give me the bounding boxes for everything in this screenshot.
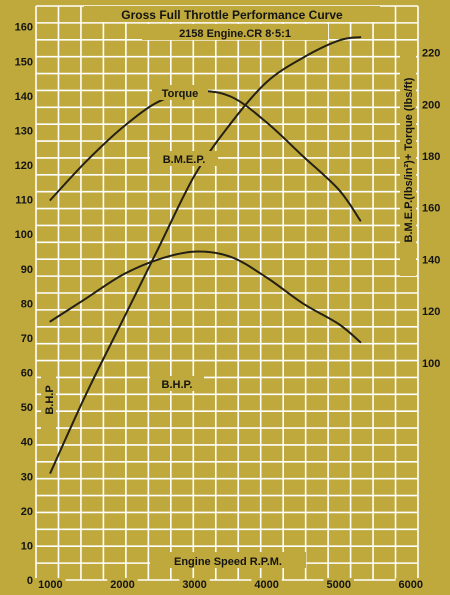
y-left-tick-label-bg: [9, 159, 33, 173]
bmep-label-bg: [150, 151, 218, 166]
x-tick-label: 3000: [182, 579, 206, 590]
title-bg: [84, 6, 380, 22]
x-tick-label: 6000: [399, 579, 423, 590]
x-tick-label: 5000: [326, 579, 350, 590]
y-left-tick-label: 10: [21, 540, 33, 552]
y-left-tick-label: 50: [21, 402, 33, 414]
y-left-tick-label-bg: [15, 470, 34, 484]
y-left-tick-label: 0: [27, 575, 33, 587]
y-right-tick-label: 180: [422, 151, 440, 163]
y-left-tick-label-bg: [22, 574, 33, 587]
y-right-label-bg: [400, 44, 416, 276]
x-tick-label-bg: [107, 578, 138, 591]
tick-labels: 1000 2000 3000 4000 5000 6000 0 10 20 30 40 50 60 70 8…: [9, 20, 446, 591]
y-left-tick-label-bg: [9, 193, 33, 207]
y-left-tick-label-bg: [15, 366, 34, 380]
y-left-tick-label-bg: [9, 20, 33, 34]
y-axis-right-label: B.M.E.P.(lbs/in²)+ Torque (lbs/ft): [403, 77, 415, 242]
y-right-tick-label-bg: [422, 201, 446, 215]
y-left-tick-label-bg: [15, 504, 34, 518]
y-left-tick-label-bg: [9, 124, 33, 138]
y-right-tick-label: 100: [422, 358, 440, 370]
bhp-label-bg: [150, 376, 204, 391]
y-left-tick-label: 140: [15, 91, 33, 103]
x-tick-label-bg: [35, 578, 66, 591]
x-tick-label-bg: [323, 578, 354, 591]
y-left-tick-label: 70: [21, 333, 33, 345]
y-left-tick-label: 110: [15, 195, 33, 207]
y-left-tick-label-bg: [15, 262, 34, 276]
y-right-tick-label: 140: [422, 254, 440, 266]
x-tick-label-bg: [179, 578, 210, 591]
y-right-tick-label-bg: [422, 98, 446, 112]
subtitle-bg: [142, 24, 328, 40]
y-left-tick-label-bg: [9, 89, 33, 103]
x-tick-label: 1000: [38, 579, 62, 590]
y-axis-left-label: B.H.P: [44, 385, 56, 414]
y-left-tick-label-bg: [15, 331, 34, 345]
y-right-tick-label-bg: [422, 46, 446, 60]
y-left-tick-label-bg: [15, 435, 34, 449]
y-right-tick-label-bg: [422, 149, 446, 163]
x-tick-label-bg: [395, 578, 426, 591]
y-left-tick-label: 80: [21, 298, 33, 310]
y-right-tick-label-bg: [422, 305, 446, 319]
x-tick-label: 2000: [110, 579, 134, 590]
y-right-tick-label: 220: [422, 48, 440, 60]
torque-label-bg: [152, 85, 208, 100]
y-left-tick-label-bg: [9, 55, 33, 69]
y-right-tick-label: 200: [422, 99, 440, 111]
y-left-tick-label: 150: [15, 56, 33, 68]
x-tick-label-bg: [251, 578, 282, 591]
bmep-line: [49, 250, 362, 344]
y-left-tick-label-bg: [15, 401, 34, 415]
y-right-tick-label-bg: [422, 356, 446, 370]
y-left-tick-label: 60: [21, 368, 33, 380]
x-axis-label-bg: [150, 552, 306, 568]
torque-line: [49, 90, 362, 222]
bhp-line: [49, 36, 362, 474]
series-lines: [49, 36, 362, 474]
y-left-tick-label-bg: [15, 539, 34, 553]
y-left-tick-label: 30: [21, 471, 33, 483]
y-left-tick-label: 120: [15, 160, 33, 172]
y-left-label-bg: [41, 370, 56, 430]
y-left-tick-label: 100: [15, 229, 33, 241]
chart-title: Gross Full Throttle Performance Curve: [121, 8, 343, 22]
y-left-tick-label: 20: [21, 506, 33, 518]
bhp-series-label: B.H.P.: [162, 379, 193, 391]
y-left-tick-label: 130: [15, 125, 33, 137]
bmep-series-label: B.M.E.P.: [163, 154, 206, 166]
y-left-tick-label: 160: [15, 22, 33, 34]
y-right-tick-label: 120: [422, 306, 440, 318]
y-left-tick-label: 40: [21, 437, 33, 449]
grid: [35, 5, 419, 581]
chart-subtitle: 2158 Engine.CR 8·5:1: [179, 28, 291, 40]
y-left-tick-label: 90: [21, 264, 33, 276]
y-left-tick-label-bg: [15, 297, 34, 311]
y-left-tick-label-bg: [9, 228, 33, 242]
x-axis-label: Engine Speed R.P.M.: [174, 556, 282, 568]
x-tick-label: 4000: [254, 579, 278, 590]
y-right-tick-label-bg: [422, 253, 446, 267]
torque-series-label: Torque: [162, 88, 198, 100]
y-right-tick-label: 160: [422, 203, 440, 215]
